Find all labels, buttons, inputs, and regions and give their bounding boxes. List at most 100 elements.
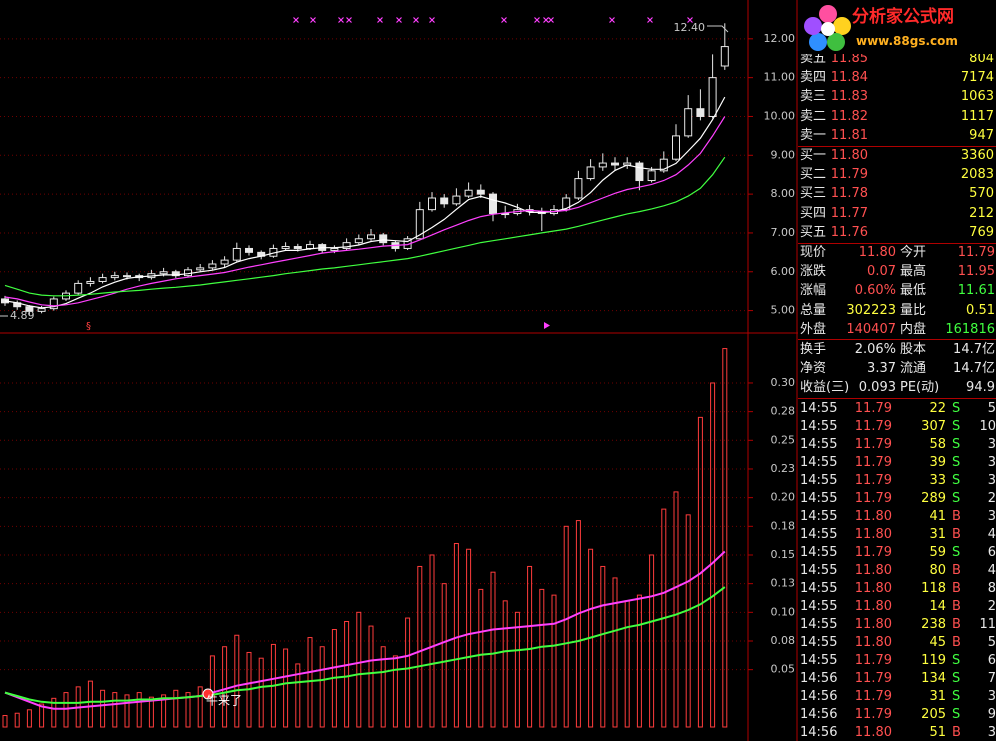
- volume-bar: [453, 543, 459, 728]
- trade-price: 11.79: [854, 653, 892, 668]
- trade-count: 3: [987, 437, 996, 452]
- volume-bar: [63, 692, 69, 728]
- candle-body: [428, 197, 436, 211]
- quote-label: 涨幅: [800, 283, 827, 299]
- signal-marker: [548, 17, 554, 23]
- y-tick-label: 8.00: [771, 187, 796, 200]
- indicator-line: [4, 156, 726, 297]
- candle-body: [98, 277, 107, 282]
- trade-count: 10: [979, 419, 996, 434]
- trade-price: 11.79: [854, 545, 892, 560]
- trade-count: 5: [987, 401, 996, 416]
- book-label: 买二: [800, 167, 827, 183]
- candle-body: [659, 158, 668, 172]
- book-price: 11.81: [830, 127, 868, 143]
- trade-side: B: [952, 725, 961, 740]
- trade-volume: 33: [929, 473, 946, 488]
- quote-label: 最高: [900, 264, 927, 280]
- trade-price: 11.79: [854, 455, 892, 470]
- signal-marker: [413, 17, 419, 23]
- trade-price: 11.79: [854, 401, 892, 416]
- candle-body: [306, 244, 314, 249]
- book-volume: 804: [969, 51, 994, 66]
- volume-bar: [710, 382, 716, 728]
- trade-time: 14:55: [800, 491, 838, 506]
- volume-bar: [185, 692, 191, 728]
- trade-price: 11.79: [854, 689, 892, 704]
- trade-volume: 51: [929, 725, 946, 740]
- volume-bar: [514, 611, 520, 728]
- trade-side: B: [952, 599, 961, 614]
- candle-body: [708, 77, 717, 117]
- signal-marker: [338, 17, 344, 23]
- quote-value: 2.06%: [854, 342, 896, 357]
- trade-time: 14:55: [800, 401, 838, 416]
- signal-marker-text: §: [86, 321, 91, 332]
- trade-price: 11.79: [854, 671, 892, 686]
- quote-label: 净资: [800, 361, 827, 377]
- trade-side: S: [952, 545, 961, 560]
- candle-body: [379, 234, 388, 244]
- quote-label: 内盘: [900, 321, 927, 337]
- separator: [798, 398, 996, 399]
- candle-body: [330, 247, 339, 251]
- trade-time: 14:55: [800, 419, 838, 434]
- volume-bar: [417, 565, 423, 728]
- signal-marker: [429, 17, 435, 23]
- y-tick-label: 0.30: [771, 376, 796, 389]
- volume-bar: [612, 577, 618, 728]
- volume-bar: [722, 348, 728, 728]
- signal-marker: [377, 17, 383, 23]
- book-label: 买四: [800, 205, 827, 221]
- y-tick-label: 6.00: [771, 265, 796, 278]
- trade-count: 4: [987, 563, 996, 578]
- trade-price: 11.79: [854, 473, 892, 488]
- signal-marker: [396, 17, 402, 23]
- trade-time: 14:55: [800, 581, 838, 596]
- volume-bar: [441, 583, 447, 728]
- volume-bar: [161, 694, 167, 728]
- quote-value: 14.7亿: [953, 361, 995, 377]
- trade-count: 3: [987, 509, 996, 524]
- candle-body: [476, 189, 485, 195]
- chart-area: § 5.00 6.00 7.00 8.00 9.00 10.00 11.00 12.00 12.4…: [0, 0, 798, 741]
- y-tick-label: 11.00: [764, 71, 796, 84]
- book-label: 卖一: [800, 127, 827, 143]
- volume-bar: [283, 648, 289, 728]
- trade-volume: 39: [929, 455, 946, 470]
- quote-value: 140407: [846, 321, 896, 337]
- y-tick-label: 9.00: [771, 148, 796, 161]
- candle-body: [232, 247, 241, 261]
- trade-time: 14:55: [800, 545, 838, 560]
- volume-bar: [124, 694, 130, 728]
- trade-price: 11.80: [854, 599, 892, 614]
- candle-body: [123, 275, 131, 278]
- book-volume: 769: [969, 224, 994, 240]
- candle-body: [574, 178, 583, 199]
- quote-value: 11.80: [858, 245, 896, 260]
- trade-volume: 205: [921, 707, 946, 722]
- volume-bar: [368, 625, 374, 728]
- trade-time: 14:55: [800, 455, 838, 470]
- trade-volume: 289: [921, 491, 946, 506]
- signal-marker: [609, 17, 615, 23]
- trade-count: 2: [987, 599, 996, 614]
- trade-side: B: [952, 563, 961, 578]
- volume-bar: [39, 703, 45, 728]
- trade-count: 3: [987, 455, 996, 470]
- quote-value: 3.37: [867, 361, 896, 377]
- y-tick-label: 0.23: [771, 462, 796, 475]
- book-price: 11.79: [830, 167, 868, 183]
- trade-volume: 134: [921, 671, 946, 686]
- volume-bar: [563, 525, 569, 728]
- trade-time: 14:56: [800, 689, 838, 704]
- volume-bar: [466, 548, 472, 728]
- trade-price: 11.80: [854, 509, 892, 524]
- volume-bar: [551, 594, 557, 728]
- logo-url: www.88gs.com: [856, 34, 958, 48]
- volume-bar: [26, 709, 32, 728]
- volume-bar: [478, 588, 484, 728]
- candle-body: [74, 282, 83, 294]
- candle-body: [464, 189, 473, 197]
- volume-bar: [307, 637, 313, 728]
